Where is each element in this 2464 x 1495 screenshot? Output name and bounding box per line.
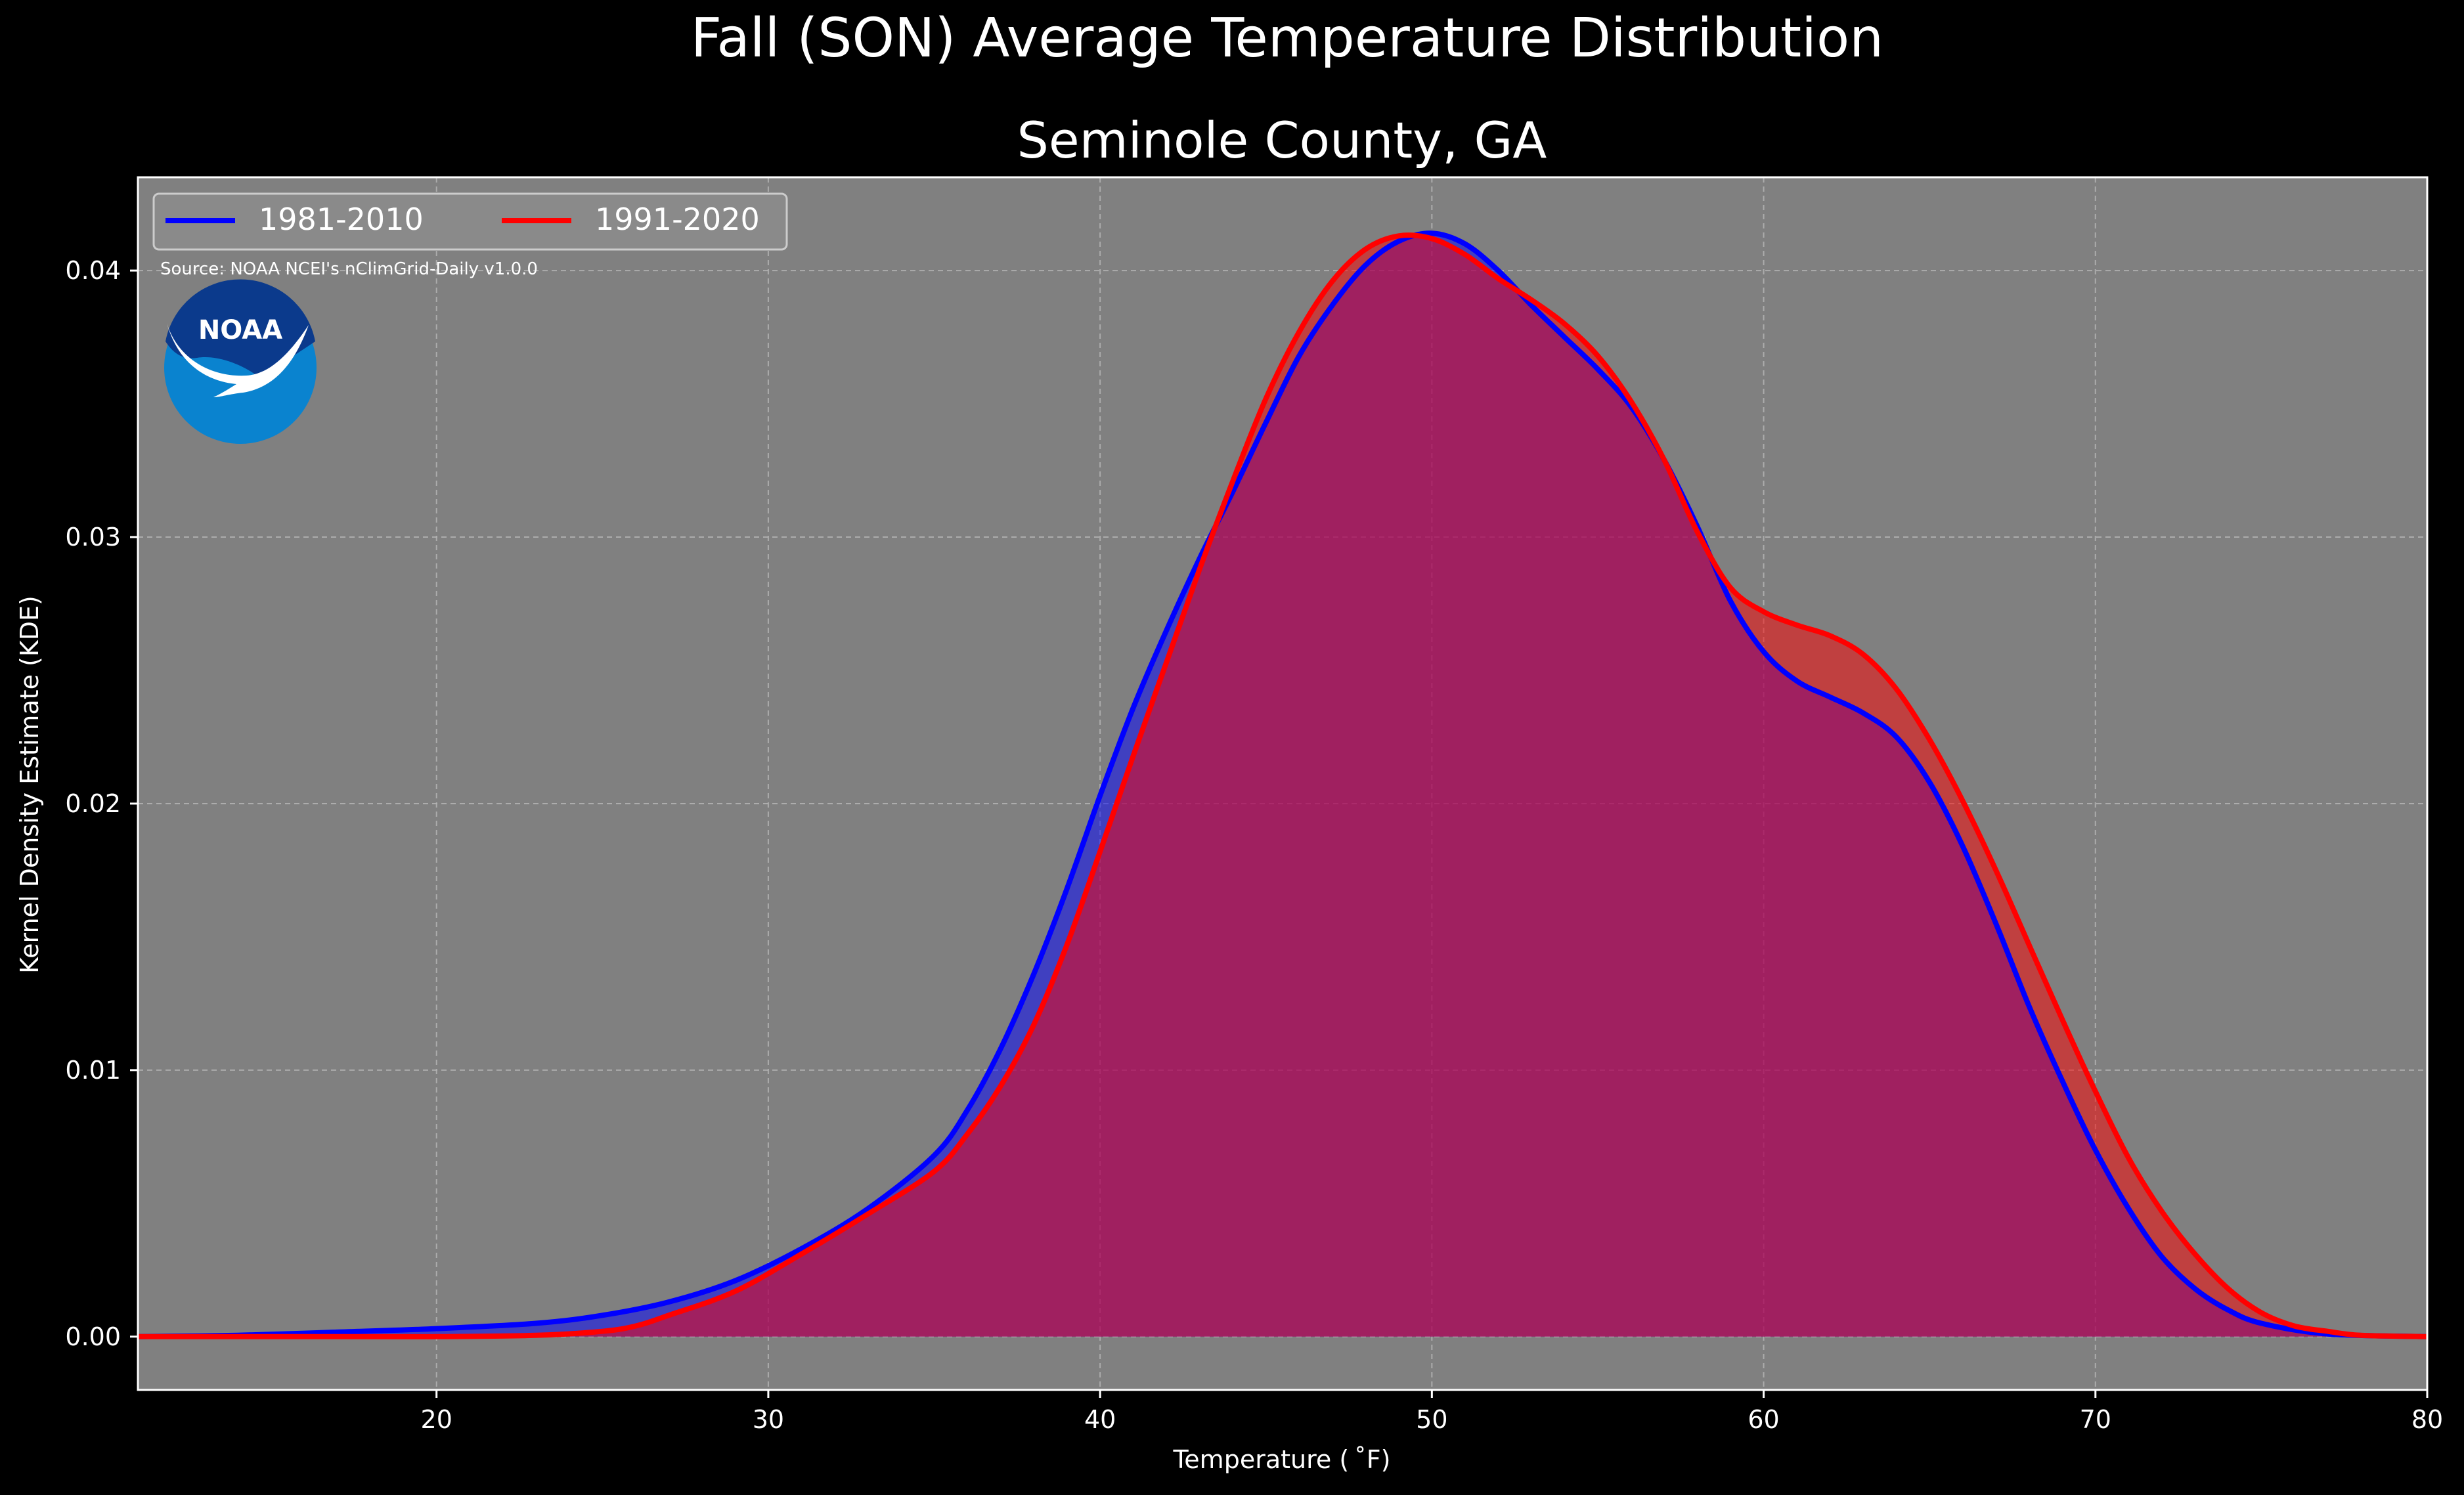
x-tick-label: 20 <box>421 1405 452 1434</box>
x-tick-label: 70 <box>2080 1405 2111 1434</box>
y-axis-label: Kernel Density Estimate (KDE) <box>15 596 44 974</box>
x-tick-label: 40 <box>1084 1405 1116 1434</box>
x-tick-label: 50 <box>1416 1405 1447 1434</box>
chart-subtitle: Seminole County, GA <box>1017 111 1547 169</box>
y-tick-label: 0.01 <box>65 1056 121 1085</box>
plot-frame <box>137 176 2429 1391</box>
noaa-logo: NOAA <box>164 279 317 444</box>
x-tick-label: 80 <box>2411 1405 2443 1434</box>
x-tick-label: 30 <box>753 1405 784 1434</box>
y-tick-label: 0.02 <box>65 789 121 818</box>
legend-label-1991-2020: 1991-2020 <box>595 202 760 237</box>
legend: 1981-2010 1991-2020 <box>152 192 788 251</box>
x-axis-label: Temperature ( ˚F) <box>1173 1445 1391 1474</box>
x-tick-label: 60 <box>1748 1405 1779 1434</box>
source-annotation: Source: NOAA NCEI's nClimGrid-Daily v1.0… <box>160 259 538 279</box>
legend-frame <box>152 192 788 251</box>
noaa-logo-text: NOAA <box>198 315 282 345</box>
y-tick-label: 0.00 <box>65 1322 121 1351</box>
series-group <box>138 230 2427 1339</box>
y-tick-label: 0.03 <box>65 523 121 552</box>
legend-label-1981-2010: 1981-2010 <box>259 202 424 237</box>
line-1991-2020 <box>138 232 2427 1339</box>
y-tick-label: 0.04 <box>65 256 121 285</box>
axis-ticks: 20 30 40 50 60 70 80 0.00 0.01 0.02 0.03 0.04 <box>65 256 2443 1434</box>
area-1991-2020 <box>138 235 2427 1337</box>
chart-title: Fall (SON) Average Temperature Distribut… <box>691 7 1883 70</box>
